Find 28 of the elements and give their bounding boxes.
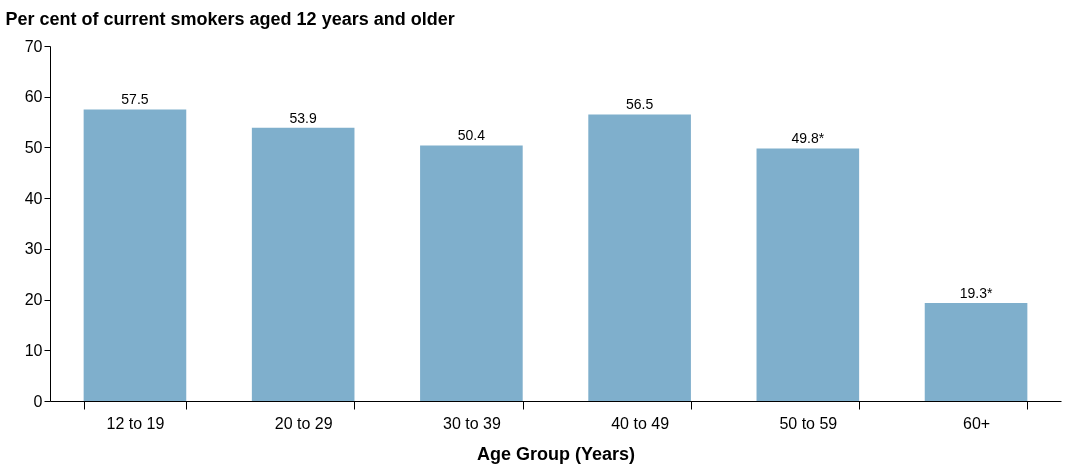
bar bbox=[251, 127, 355, 401]
x-tick-label: 50 to 59 bbox=[779, 414, 838, 432]
x-tick-label: 30 to 39 bbox=[442, 414, 501, 432]
x-axis-title: Age Group (Years) bbox=[476, 443, 636, 464]
bar bbox=[924, 303, 1028, 401]
y-tick-label: 70 bbox=[24, 37, 43, 55]
data-label: 19.3* bbox=[959, 285, 993, 302]
data-label: 50.4 bbox=[457, 127, 486, 144]
data-label: 49.8* bbox=[791, 130, 825, 147]
y-tick-label: 10 bbox=[24, 341, 43, 359]
data-label: 53.9 bbox=[289, 109, 318, 126]
bar bbox=[83, 109, 187, 401]
y-axis-title: Per cent of current smokers aged 12 years and older bbox=[5, 8, 455, 29]
x-tick-label: 20 to 29 bbox=[274, 414, 333, 432]
x-tick-label: 40 to 49 bbox=[611, 414, 670, 432]
data-label: 56.5 bbox=[625, 96, 654, 113]
y-tick-label: 60 bbox=[24, 88, 43, 106]
data-label: 57.5 bbox=[121, 91, 149, 108]
bar bbox=[588, 114, 691, 401]
y-tick-label: 0 bbox=[33, 392, 43, 410]
y-tick-label: 50 bbox=[24, 138, 43, 156]
y-tick-label: 30 bbox=[24, 240, 43, 258]
x-tick-label: 60+ bbox=[962, 414, 991, 432]
bar bbox=[420, 145, 523, 401]
bar bbox=[756, 148, 860, 401]
y-tick-label: 20 bbox=[24, 291, 43, 309]
x-tick-label: 12 to 19 bbox=[106, 414, 165, 432]
y-tick-label: 40 bbox=[24, 189, 43, 207]
